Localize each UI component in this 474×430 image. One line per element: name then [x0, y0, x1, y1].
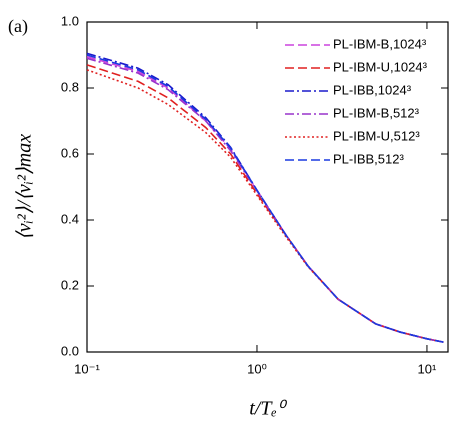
- y-tick-label: 0.2: [61, 277, 79, 292]
- series-line: [86, 54, 444, 343]
- y-tick-label: 0.0: [61, 343, 79, 358]
- x-tick-label: 10⁻¹: [74, 361, 100, 376]
- legend-label: PL-IBM-B,512³: [333, 105, 420, 120]
- series-line: [86, 57, 444, 343]
- series-line: [86, 55, 444, 343]
- legend-label: PL-IBM-U,1024³: [333, 59, 428, 74]
- plot-frame: [86, 21, 449, 353]
- legend-label: PL-IBB,1024³: [333, 82, 412, 97]
- y-tick-label: 0.4: [61, 211, 79, 226]
- x-tick-label: 10⁰: [247, 361, 267, 376]
- y-axis-label: ⟨vᵢ²⟩/⟨vᵢ²⟩max: [14, 134, 36, 240]
- legend-label: PL-IBB,512³: [333, 151, 404, 166]
- legend-label: PL-IBM-U,512³: [333, 128, 420, 143]
- y-tick-label: 1.0: [61, 13, 79, 28]
- panel-label: (a): [8, 16, 28, 37]
- x-tick-label: 10¹: [418, 361, 437, 376]
- y-tick-label: 0.8: [61, 79, 79, 94]
- x-axis-label: t/Tₑ⁰: [249, 398, 287, 420]
- y-tick-label: 0.6: [61, 145, 79, 160]
- legend-label: PL-IBM-B,1024³: [333, 36, 427, 51]
- series-line: [86, 52, 444, 343]
